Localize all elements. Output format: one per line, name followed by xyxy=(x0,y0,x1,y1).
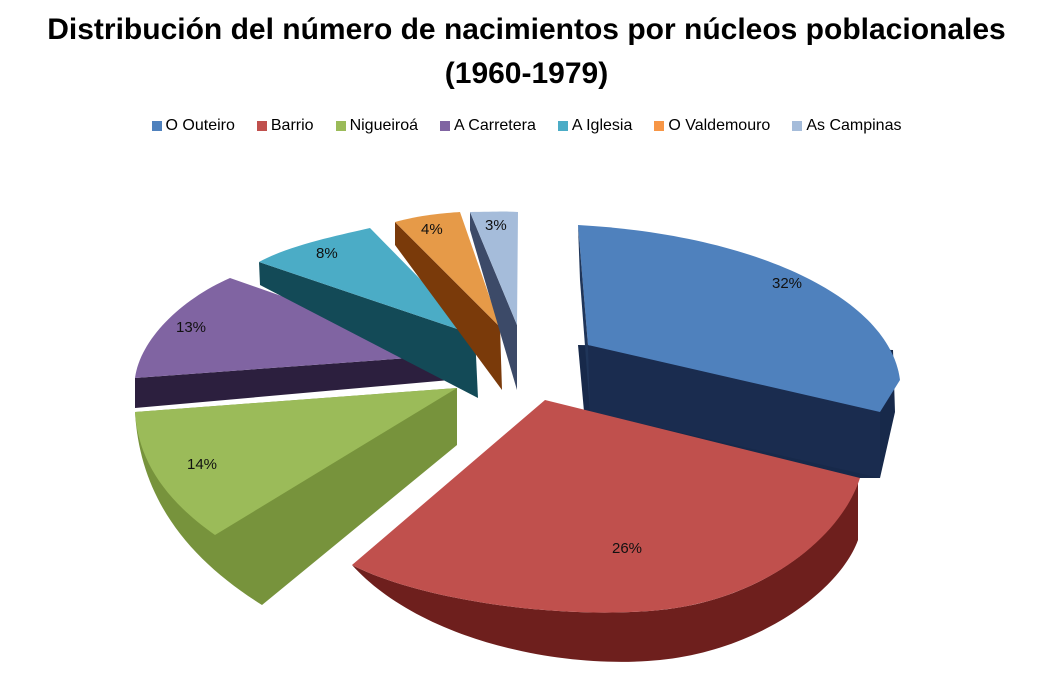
chart-title-line2: (1960-1979) xyxy=(444,57,609,90)
chart-title: Distribución del número de nacimientos p… xyxy=(0,8,1053,96)
legend-label: A Carretera xyxy=(454,117,536,134)
slice-a-iglesia xyxy=(259,228,478,398)
legend-swatch xyxy=(792,121,803,131)
legend-swatch xyxy=(654,121,665,131)
legend-item-a-carretera: A Carretera xyxy=(440,117,536,135)
legend-label: O Outeiro xyxy=(165,117,235,134)
legend-swatch xyxy=(151,121,162,131)
legend-item-o-outeiro: O Outeiro xyxy=(151,117,235,135)
label-o-valdemouro: 4% xyxy=(421,221,443,238)
chart-title-line1: Distribución del número de nacimientos p… xyxy=(47,13,1006,46)
label-nigueiroa: 14% xyxy=(187,456,217,473)
legend-label: Nigueiroá xyxy=(349,117,419,134)
legend-swatch xyxy=(440,121,451,131)
slice-as-campinas xyxy=(470,211,518,390)
legend-label: A Iglesia xyxy=(571,117,633,134)
slice-barrio xyxy=(352,400,860,662)
chart-legend: O Outeiro Barrio Nigueiroá A Carretera A… xyxy=(0,117,1053,135)
legend-label: Barrio xyxy=(270,117,314,134)
label-as-campinas: 3% xyxy=(485,217,507,234)
label-barrio: 26% xyxy=(612,540,642,557)
legend-label: O Valdemouro xyxy=(668,117,771,134)
legend-label: As Campinas xyxy=(806,117,902,134)
legend-swatch xyxy=(335,121,346,131)
legend-item-as-campinas: As Campinas xyxy=(792,117,901,135)
legend-item-barrio: Barrio xyxy=(256,117,314,135)
label-o-outeiro: 32% xyxy=(772,275,802,292)
legend-swatch xyxy=(557,121,568,131)
slice-o-valdemouro xyxy=(395,212,502,390)
slice-nigueiroa xyxy=(135,388,457,605)
label-a-iglesia: 8% xyxy=(316,245,338,262)
slice-a-carretera xyxy=(135,278,450,408)
legend-item-o-valdemouro: O Valdemouro xyxy=(654,117,770,135)
legend-swatch xyxy=(256,121,267,131)
legend-item-nigueiroa: Nigueiroá xyxy=(335,117,419,135)
label-a-carretera: 13% xyxy=(176,319,206,336)
legend-item-a-iglesia: A Iglesia xyxy=(557,117,633,135)
